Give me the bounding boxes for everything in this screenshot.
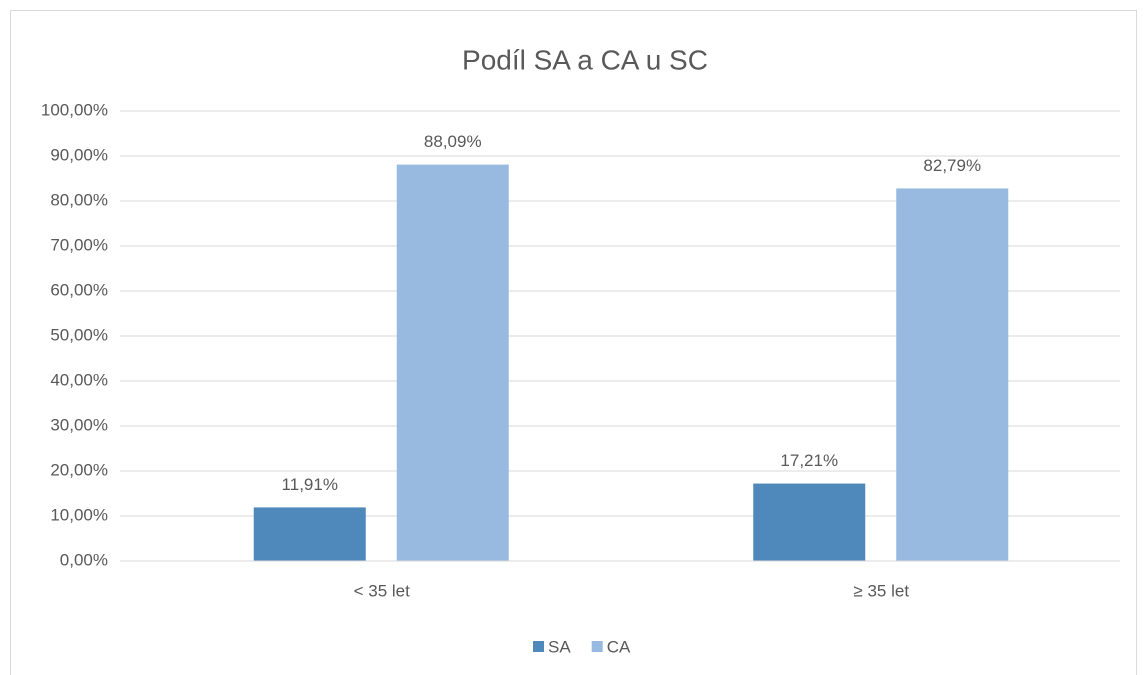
y-tick-label: 20,00% [50, 460, 108, 479]
bar [253, 507, 366, 561]
y-tick-label: 10,00% [50, 505, 108, 524]
data-label: 82,79% [923, 156, 981, 175]
legend-label: CA [607, 637, 631, 656]
bar [396, 164, 509, 561]
data-label: 88,09% [424, 132, 482, 151]
legend-swatch [591, 641, 603, 652]
chart-title: Podíl SA a CA u SC [462, 44, 708, 75]
x-tick-label: ≥ 35 let [853, 581, 909, 600]
y-tick-label: 90,00% [50, 145, 108, 164]
y-tick-label: 40,00% [50, 370, 108, 389]
y-tick-label: 100,00% [41, 100, 108, 119]
data-label: 17,21% [780, 451, 838, 470]
y-tick-label: 50,00% [50, 325, 108, 344]
y-tick-label: 60,00% [50, 280, 108, 299]
y-tick-label: 80,00% [50, 190, 108, 209]
legend-label: SA [548, 637, 571, 656]
y-tick-label: 30,00% [50, 415, 108, 434]
data-label: 11,91% [282, 475, 338, 494]
y-tick-label: 70,00% [50, 235, 108, 254]
bar [896, 188, 1009, 561]
y-tick-label: 0,00% [60, 550, 108, 569]
legend-swatch [533, 641, 544, 652]
x-tick-label: < 35 let [354, 581, 411, 600]
bar [753, 483, 866, 561]
